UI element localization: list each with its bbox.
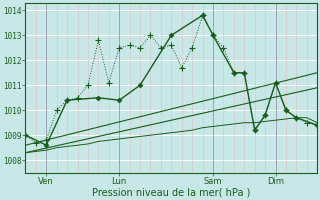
X-axis label: Pression niveau de la mer( hPa ): Pression niveau de la mer( hPa )	[92, 187, 251, 197]
